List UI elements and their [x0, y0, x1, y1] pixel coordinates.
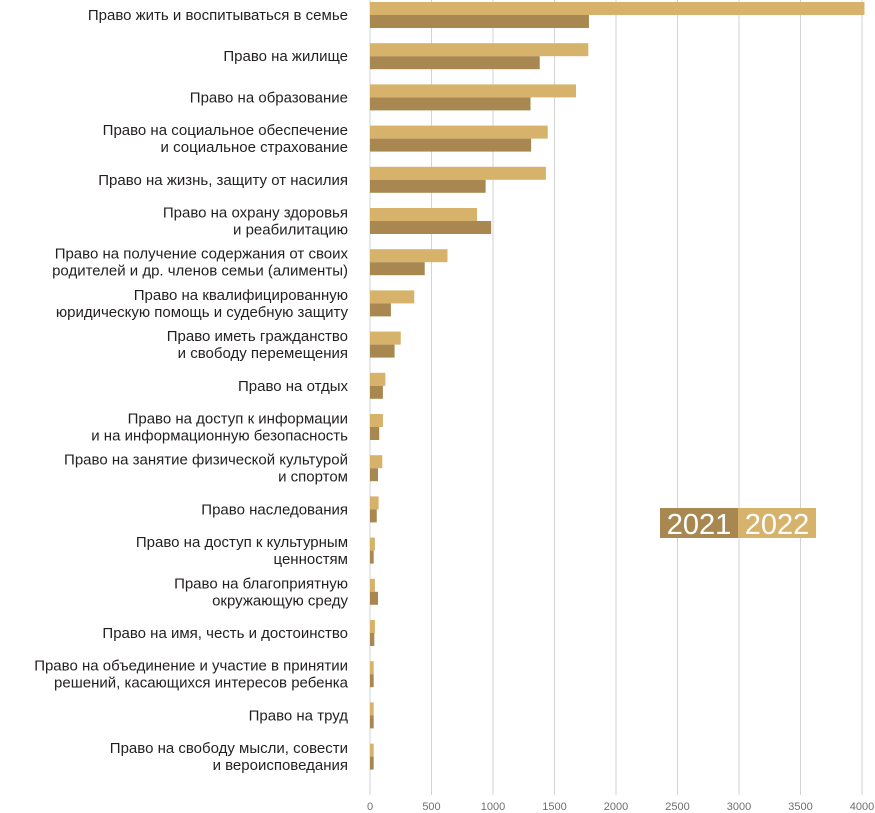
bar-2021 [370, 179, 486, 193]
bar-2021 [370, 56, 540, 70]
bar-2021 [370, 715, 374, 729]
bar-2021 [370, 344, 395, 358]
category-label: Право на жилище [223, 48, 348, 65]
category-label: Право на образование [190, 89, 348, 106]
x-tick-label: 3000 [727, 801, 751, 813]
legend: 2021 2022 [660, 508, 816, 541]
bar-2022 [370, 537, 375, 551]
category-label: Право жить и воспитываться в семье [88, 7, 348, 24]
category-label: Право на благоприятную окружающую среду [174, 575, 348, 609]
legend-label-2021: 2021 [667, 509, 732, 541]
bar-2022 [370, 208, 478, 221]
bar-2021 [370, 756, 374, 770]
x-tick-label: 3500 [788, 801, 812, 813]
x-tick-label: 0 [367, 801, 373, 813]
category-label: Право на квалифицированную юридическую по… [56, 287, 349, 321]
category-label: Право иметь гражданство и свободу перемещ… [167, 328, 348, 362]
category-label: Право наследования [201, 501, 348, 518]
category-label: Право на жизнь, защиту от насилия [98, 172, 348, 189]
category-label: Право на занятие физической культурой и с… [64, 452, 348, 486]
x-tick-label: 4000 [850, 801, 874, 813]
bar-2021 [370, 97, 531, 111]
bar-2021 [370, 427, 380, 440]
bar-2021 [370, 591, 378, 605]
bar-2022 [370, 372, 386, 386]
bar-2022 [370, 414, 383, 427]
category-labels: Право жить и воспитываться в семье Право … [34, 7, 348, 774]
bars [370, 2, 865, 770]
bar-2022 [370, 578, 375, 592]
category-label: Право на социальное обеспечение и социаль… [103, 122, 348, 156]
bar-2021 [370, 15, 589, 28]
bar-2022 [370, 620, 375, 633]
bar-2022 [370, 125, 548, 139]
bar-2021 [370, 633, 375, 646]
category-label: Право на свободу мысли, совести и вероисп… [110, 740, 348, 774]
category-label: Право на труд [249, 707, 349, 724]
bar-2022 [370, 84, 577, 98]
bar-2021 [370, 468, 378, 482]
bar-2022 [370, 43, 589, 57]
grid-lines [369, 0, 863, 795]
category-label: Право на объединение и участие в приняти… [34, 658, 348, 692]
bar-2022 [370, 2, 865, 15]
category-label: Право на имя, честь и достоинство [102, 625, 348, 642]
bar-2022 [370, 743, 374, 757]
category-label: Право на получение содержания от своих ро… [52, 246, 348, 280]
legend-label-2022: 2022 [745, 509, 810, 541]
bar-2022 [370, 496, 379, 510]
bar-2022 [370, 290, 415, 304]
category-label: Право на доступ к культурным ценностям [136, 534, 348, 568]
category-label: Право на доступ к информации и на информа… [91, 411, 348, 445]
bar-2022 [370, 702, 374, 716]
bar-2022 [370, 331, 401, 345]
bar-2022 [370, 166, 546, 180]
bar-2021 [370, 262, 425, 276]
bar-2021 [370, 138, 532, 152]
x-tick-label: 500 [422, 801, 440, 813]
bar-2021 [370, 550, 374, 564]
bar-2021 [370, 509, 377, 523]
category-label: Право на отдых [238, 378, 348, 395]
bar-2021 [370, 385, 383, 399]
legend-swatch-2021 [660, 508, 738, 538]
bar-2021 [370, 221, 492, 234]
x-axis-ticks: 0 500 1000 1500 2000 2500 3000 3500 4000 [367, 801, 874, 813]
x-tick-label: 2500 [665, 801, 689, 813]
bar-2021 [370, 674, 374, 688]
bar-2022 [370, 249, 448, 263]
x-tick-label: 1000 [481, 801, 505, 813]
category-label: Право на охрану здоровья и реабилитацию [163, 205, 348, 239]
bar-2022 [370, 661, 374, 675]
bar-2021 [370, 303, 391, 317]
legend-swatch-2022 [738, 508, 816, 538]
bar-2022 [370, 455, 383, 469]
x-tick-label: 2000 [604, 801, 628, 813]
x-tick-label: 1500 [542, 801, 566, 813]
